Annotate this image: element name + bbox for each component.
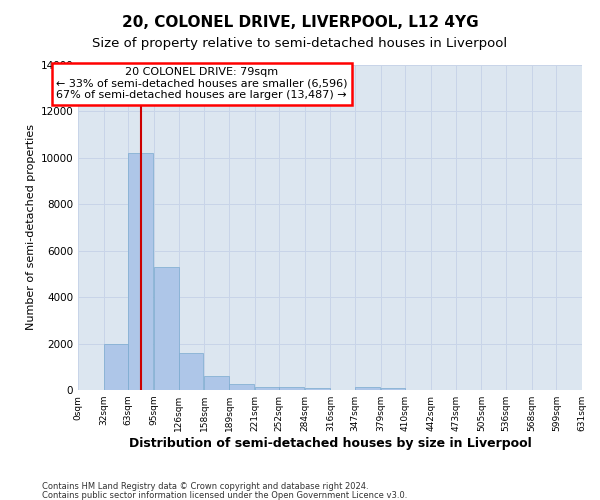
Bar [179,353,203,390]
Bar [254,386,279,390]
Bar [204,376,229,390]
Bar [355,387,380,390]
Y-axis label: Number of semi-detached properties: Number of semi-detached properties [26,124,36,330]
Bar [154,267,179,390]
Bar [229,384,254,390]
Text: 20 COLONEL DRIVE: 79sqm
← 33% of semi-detached houses are smaller (6,596)
67% of: 20 COLONEL DRIVE: 79sqm ← 33% of semi-de… [56,67,347,100]
Bar [128,153,153,390]
Bar [104,344,128,390]
Text: Contains public sector information licensed under the Open Government Licence v3: Contains public sector information licen… [42,490,407,500]
Text: Size of property relative to semi-detached houses in Liverpool: Size of property relative to semi-detach… [92,38,508,51]
Bar [279,387,304,390]
Text: Contains HM Land Registry data © Crown copyright and database right 2024.: Contains HM Land Registry data © Crown c… [42,482,368,491]
Text: 20, COLONEL DRIVE, LIVERPOOL, L12 4YG: 20, COLONEL DRIVE, LIVERPOOL, L12 4YG [122,15,478,30]
Bar [305,388,329,390]
Bar [381,388,406,390]
X-axis label: Distribution of semi-detached houses by size in Liverpool: Distribution of semi-detached houses by … [128,437,532,450]
